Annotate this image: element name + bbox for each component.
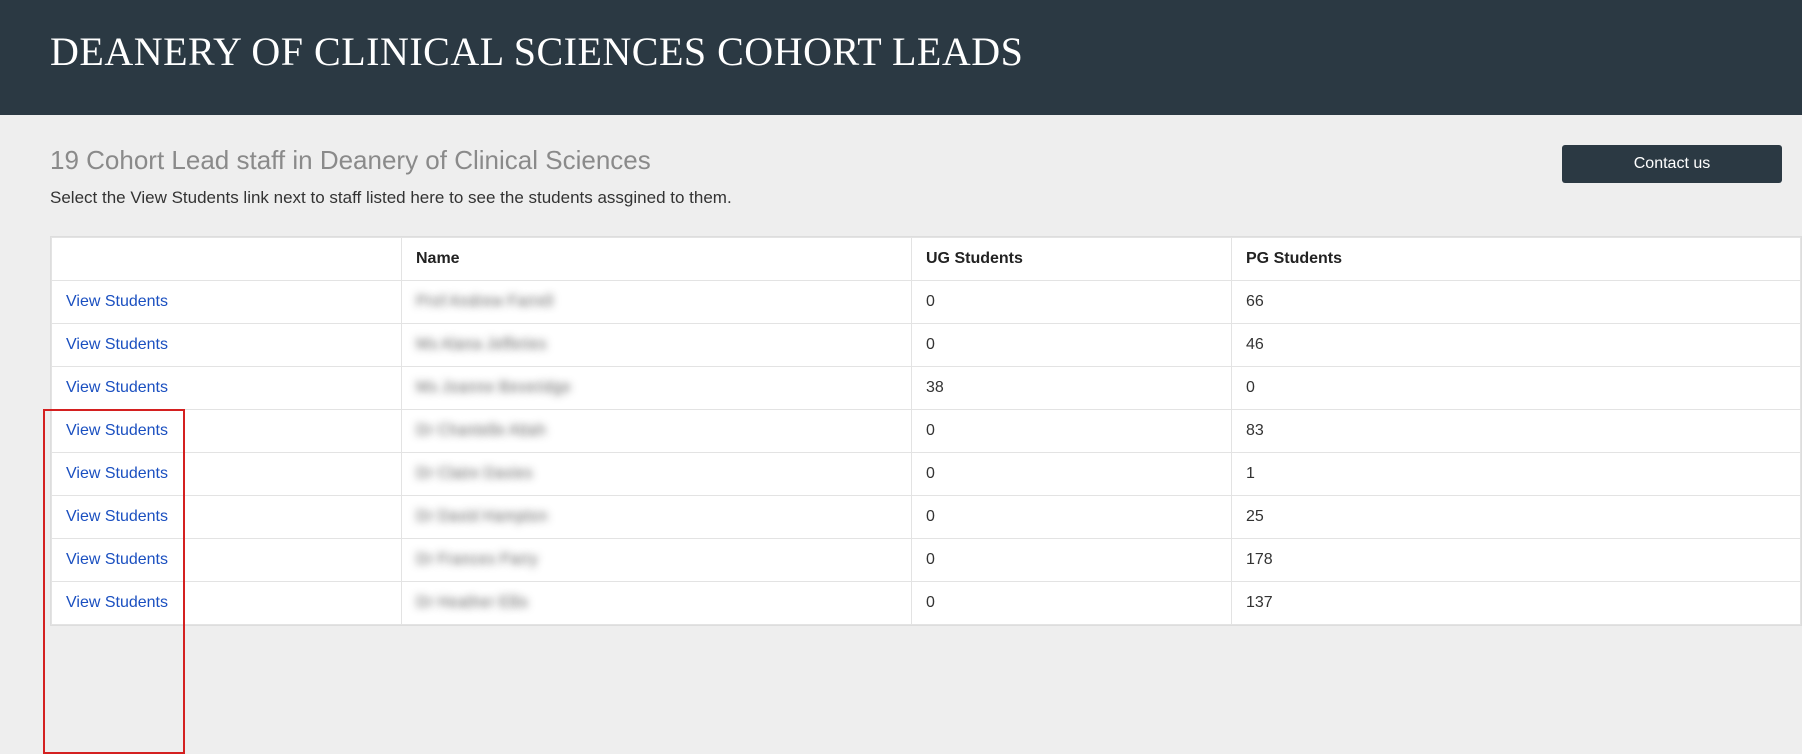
staff-name-cell: Dr David Hampton: [402, 496, 912, 539]
table-row: View Students Ms Alana Jefferies 046: [52, 324, 1801, 367]
staff-table-container: Name UG Students PG Students View Studen…: [50, 236, 1802, 626]
col-header-pg: PG Students: [1232, 238, 1801, 281]
ug-count-cell: 38: [912, 367, 1232, 410]
view-students-link[interactable]: View Students: [66, 465, 168, 482]
staff-name: Ms Alana Jefferies: [416, 336, 546, 353]
table-row: View Students Ms Joanne Beveridge 380: [52, 367, 1801, 410]
ug-count-cell: 0: [912, 324, 1232, 367]
col-header-ug: UG Students: [912, 238, 1232, 281]
pg-count-cell: 178: [1232, 539, 1801, 582]
staff-name-cell: Prof Andrew Farrell: [402, 281, 912, 324]
contact-us-button[interactable]: Contact us: [1562, 145, 1782, 183]
cohort-count-heading: 19 Cohort Lead staff in Deanery of Clini…: [50, 145, 1802, 176]
pg-count-cell: 83: [1232, 410, 1801, 453]
table-row: View Students Dr David Hampton 025: [52, 496, 1801, 539]
ug-count-cell: 0: [912, 582, 1232, 625]
pg-count-cell: 0: [1232, 367, 1801, 410]
staff-name-cell: Dr Heather Ellis: [402, 582, 912, 625]
pg-count-cell: 25: [1232, 496, 1801, 539]
ug-count-cell: 0: [912, 496, 1232, 539]
staff-name: Dr Heather Ellis: [416, 594, 528, 611]
view-students-link[interactable]: View Students: [66, 336, 168, 353]
table-row: View Students Dr Frances Parry 0178: [52, 539, 1801, 582]
view-students-link[interactable]: View Students: [66, 594, 168, 611]
staff-name: Ms Joanne Beveridge: [416, 379, 571, 396]
main-content: Contact us 19 Cohort Lead staff in Deane…: [0, 115, 1802, 626]
staff-name-cell: Dr Frances Parry: [402, 539, 912, 582]
view-students-link[interactable]: View Students: [66, 551, 168, 568]
table-row: View Students Dr Heather Ellis 0137: [52, 582, 1801, 625]
ug-count-cell: 0: [912, 281, 1232, 324]
staff-name: Dr Chantelle Attah: [416, 422, 546, 439]
staff-name-cell: Dr Chantelle Attah: [402, 410, 912, 453]
ug-count-cell: 0: [912, 453, 1232, 496]
page-title: DEANERY OF CLINICAL SCIENCES COHORT LEAD…: [50, 28, 1752, 75]
ug-count-cell: 0: [912, 539, 1232, 582]
instruction-text: Select the View Students link next to st…: [50, 188, 1802, 208]
table-row: View Students Dr Chantelle Attah 083: [52, 410, 1801, 453]
view-students-link[interactable]: View Students: [66, 379, 168, 396]
table-row: View Students Dr Claire Davies 01: [52, 453, 1801, 496]
pg-count-cell: 1: [1232, 453, 1801, 496]
staff-table: Name UG Students PG Students View Studen…: [51, 237, 1801, 625]
col-header-name: Name: [402, 238, 912, 281]
view-students-link[interactable]: View Students: [66, 422, 168, 439]
staff-name: Dr Claire Davies: [416, 465, 532, 482]
staff-name: Prof Andrew Farrell: [416, 293, 553, 310]
staff-name: Dr Frances Parry: [416, 551, 538, 568]
table-header-row: Name UG Students PG Students: [52, 238, 1801, 281]
staff-name-cell: Dr Claire Davies: [402, 453, 912, 496]
view-students-link[interactable]: View Students: [66, 293, 168, 310]
table-row: View Students Prof Andrew Farrell 066: [52, 281, 1801, 324]
staff-name-cell: Ms Alana Jefferies: [402, 324, 912, 367]
pg-count-cell: 137: [1232, 582, 1801, 625]
page-header: DEANERY OF CLINICAL SCIENCES COHORT LEAD…: [0, 0, 1802, 115]
staff-name-cell: Ms Joanne Beveridge: [402, 367, 912, 410]
staff-name: Dr David Hampton: [416, 508, 548, 525]
pg-count-cell: 46: [1232, 324, 1801, 367]
ug-count-cell: 0: [912, 410, 1232, 453]
view-students-link[interactable]: View Students: [66, 508, 168, 525]
col-header-action: [52, 238, 402, 281]
pg-count-cell: 66: [1232, 281, 1801, 324]
